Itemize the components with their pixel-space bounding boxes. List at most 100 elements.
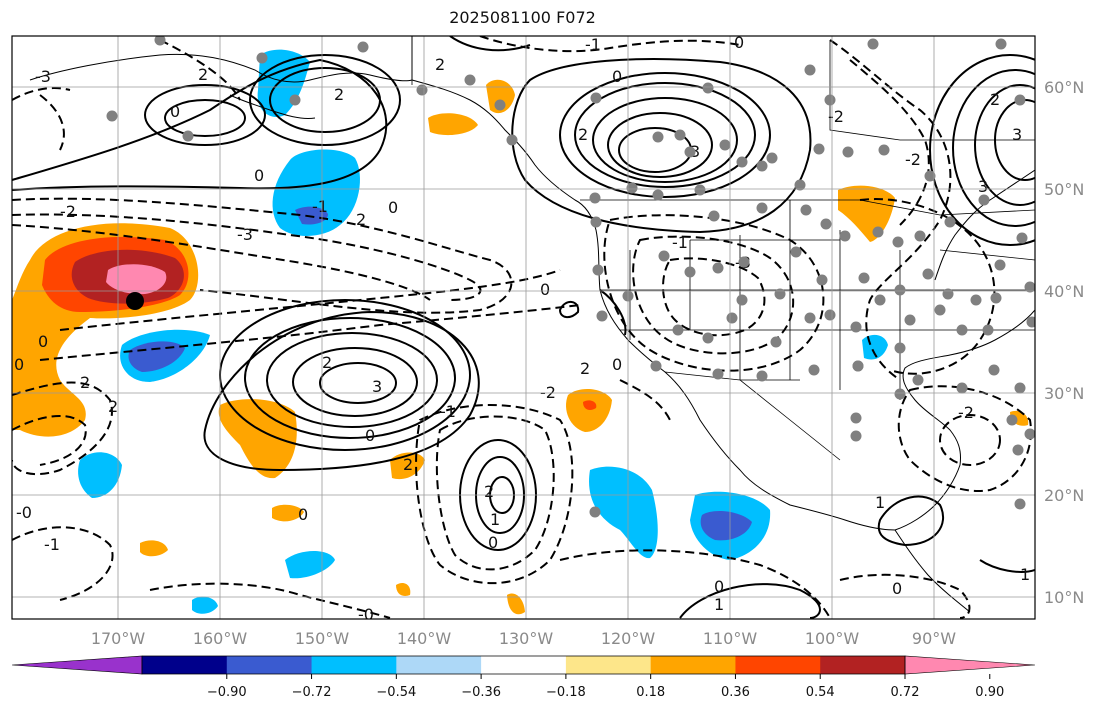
station-dot	[988, 364, 1000, 376]
station-dot	[850, 412, 862, 424]
contour-label: 2	[334, 85, 344, 104]
station-dot	[652, 131, 664, 143]
cold-anomaly-south-3	[78, 452, 122, 498]
contour-label: 2	[108, 397, 118, 416]
center-marker	[126, 292, 144, 310]
contour-label: 3	[1012, 125, 1022, 144]
contour-label: -2	[905, 150, 921, 169]
colorbar-extend-low	[11, 655, 143, 675]
station-dot	[658, 250, 670, 262]
station-dot	[738, 256, 750, 268]
station-dot	[956, 324, 968, 336]
lon-label: 170°W	[91, 629, 146, 648]
colorbar-tick-label: −0.54	[376, 685, 416, 700]
station-dot	[922, 268, 934, 280]
contour-label: 0	[170, 102, 180, 121]
station-dot	[712, 262, 724, 274]
station-dot	[874, 294, 886, 306]
contour-label: 0	[612, 355, 622, 374]
warm-anomaly-coast-core	[583, 400, 597, 410]
longitude-labels: 170°W 160°W 150°W 140°W 130°W 120°W 110°…	[91, 629, 956, 648]
contour-label: 3	[372, 377, 382, 396]
station-dot	[736, 294, 748, 306]
station-dot	[650, 360, 662, 372]
colorbar-segment	[735, 656, 821, 674]
contour-label: 2	[80, 373, 90, 392]
station-dot	[1016, 232, 1028, 244]
station-dot	[804, 312, 816, 324]
lat-label: 60°N	[1044, 78, 1084, 97]
contour-label: 1	[490, 510, 500, 529]
contour-label: 1	[714, 595, 724, 614]
station-dot	[289, 94, 301, 106]
station-dot	[978, 194, 990, 206]
contour-label: 0	[14, 355, 24, 374]
warm-anomaly-small-2	[272, 504, 304, 522]
station-dot	[794, 179, 806, 191]
colorbar-extend-high	[904, 655, 1036, 675]
political-borders	[411, 36, 1035, 461]
station-dot	[756, 370, 768, 382]
lon-label: 160°W	[193, 629, 248, 648]
contour-label: 1	[1020, 565, 1030, 584]
colorbar-segment	[820, 656, 906, 674]
station-dot	[858, 272, 870, 284]
contour-label: 2	[484, 482, 494, 501]
contour-label: 2	[990, 90, 1000, 109]
contour-label: 0	[254, 166, 264, 185]
station-dot	[712, 368, 724, 380]
colorbar-segment	[311, 656, 397, 674]
colorbar-segment	[226, 656, 313, 674]
station-dot	[1024, 281, 1035, 293]
plot-area	[12, 36, 1035, 619]
station-dot	[924, 170, 936, 182]
contour-label: -0	[358, 605, 374, 624]
warm-anomaly-central	[218, 399, 297, 479]
station-dot	[904, 314, 916, 326]
lon-label: 110°W	[703, 629, 758, 648]
lon-label: 150°W	[295, 629, 350, 648]
station-dot	[590, 216, 602, 228]
station-dot	[995, 38, 1007, 50]
station-dot	[702, 82, 714, 94]
colorbar-segment	[565, 656, 652, 674]
lat-label: 10°N	[1044, 588, 1084, 607]
station-dot	[774, 288, 786, 300]
contour-label: -3	[237, 225, 253, 244]
station-dot	[626, 182, 638, 194]
contour-label: -3	[35, 67, 51, 86]
cold-anomaly-mid-core	[128, 341, 185, 372]
contour-label: 2	[435, 55, 445, 74]
warm-anomaly-west-core	[106, 264, 167, 295]
station-dot	[684, 266, 696, 278]
station-dot	[684, 146, 696, 158]
station-dot	[850, 321, 862, 333]
lon-label: 140°W	[397, 629, 452, 648]
station-dot	[804, 64, 816, 76]
station-dot	[824, 94, 836, 106]
cold-anomaly-south-4	[285, 551, 335, 579]
contour-label: 3	[978, 177, 988, 196]
contour-label: 1	[875, 493, 885, 512]
contour-label: -2	[60, 202, 76, 221]
lon-label: 130°W	[499, 629, 554, 648]
station-dot	[756, 202, 768, 214]
station-dot	[766, 152, 778, 164]
cold-anomaly-south-5	[192, 596, 218, 614]
station-dot	[839, 230, 851, 242]
station-dot	[756, 160, 768, 172]
station-dot	[872, 226, 884, 238]
lat-label: 30°N	[1044, 384, 1084, 403]
station-dot	[1012, 444, 1024, 456]
station-dot	[894, 342, 906, 354]
station-dot	[850, 430, 862, 442]
station-dot	[719, 139, 731, 151]
lon-label: 90°W	[912, 629, 956, 648]
station-dot	[790, 246, 802, 258]
colorbar-tick-label: −0.72	[292, 685, 332, 700]
colorbar-segment	[650, 656, 736, 674]
plot-frame	[11, 35, 1036, 620]
station-dot	[867, 38, 879, 50]
station-dot	[1014, 94, 1026, 106]
